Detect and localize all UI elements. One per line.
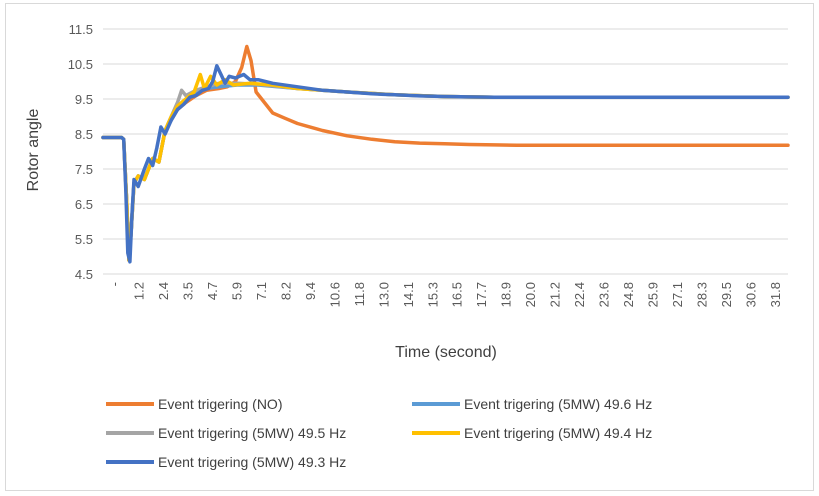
series-line-3 [101,72,790,262]
y-axis-title: Rotor angle [25,109,42,192]
y-tick-label: 7.5 [75,162,93,177]
series-line-0 [101,44,790,262]
x-tick-label: 31.8 [768,282,783,307]
y-tick-labels: 4.5 5.5 6.5 7.5 8.5 9.5 10.5 11.5 [68,22,93,282]
legend-item-no-trigger[interactable]: Event trigering (NO) [106,394,282,414]
series-line-4 [101,64,790,264]
legend-item-49-6-hz[interactable]: Event trigering (5MW) 49.6 Hz [412,394,652,414]
y-tick-label: 4.5 [75,267,93,282]
legend-item-49-5-hz[interactable]: Event trigering (5MW) 49.5 Hz [106,423,346,443]
gridlines [103,28,788,275]
x-tick-label: 4.7 [205,282,220,300]
legend-swatch [412,402,460,406]
legend-label: Event trigering (5MW) 49.4 Hz [464,425,653,441]
x-tick-label: 1.2 [132,282,147,300]
legend-label: Event trigering (5MW) 49.5 Hz [158,425,347,441]
legend-label: Event trigering (5MW) 49.6 Hz [464,396,653,412]
y-tick-label: 5.5 [75,232,93,247]
x-tick-label: 3.5 [181,282,196,300]
series-line-1 [101,83,790,262]
x-tick-label: 17.7 [474,282,489,307]
x-tick-label: 18.9 [499,282,514,307]
x-tick-label: 27.1 [670,282,685,307]
x-tick-label: 16.5 [450,282,465,307]
x-tick-label: 13.0 [376,282,391,307]
y-tick-label: 6.5 [75,197,93,212]
legend-swatch [412,431,460,435]
x-tick-label: 11.8 [352,282,367,306]
x-tick-label: 14.1 [401,282,416,307]
legend-swatch [106,431,154,435]
series-lines [101,44,790,264]
y-tick-label: 8.5 [75,127,93,142]
x-tick-label: 10.6 [327,282,342,307]
x-tick-label: 24.8 [621,282,636,307]
legend-item-49-3-hz[interactable]: Event trigering (5MW) 49.3 Hz [106,452,346,472]
x-tick-label: 25.9 [645,282,660,307]
x-tick-labels: - 1.2 2.4 3.5 4.7 5.9 7.1 8.2 9.4 10.6 11.8 13.0 14.… [107,282,783,307]
legend-swatch [106,460,154,464]
legend-swatch [106,402,154,406]
x-tick-label: 8.2 [278,282,293,300]
x-tick-label: 9.4 [303,282,318,300]
x-tick-label: 20.0 [523,282,538,307]
legend-label: Event trigering (NO) [158,396,283,412]
x-tick-label: 28.3 [694,282,709,307]
x-tick-label: 21.2 [548,282,563,307]
y-tick-label: 9.5 [75,92,93,107]
x-tick-label: 2.4 [156,282,171,300]
x-tick-label: 7.1 [254,282,269,300]
y-tick-label: 11.5 [69,22,93,37]
x-tick-label: 15.3 [425,282,440,307]
x-tick-label: 5.9 [230,282,245,300]
x-tick-label: 23.6 [597,282,612,307]
legend-label: Event trigering (5MW) 49.3 Hz [158,454,347,470]
series-line-2 [101,81,790,262]
x-tick-label: 29.5 [719,282,734,307]
x-tick-label: - [107,282,122,286]
x-tick-label: 22.4 [572,282,587,307]
y-tick-label: 10.5 [68,57,93,72]
legend-item-49-4-hz[interactable]: Event trigering (5MW) 49.4 Hz [412,423,652,443]
x-tick-label: 30.6 [743,282,758,307]
chart-frame [5,3,814,491]
x-axis-title: Time (second) [395,344,497,361]
